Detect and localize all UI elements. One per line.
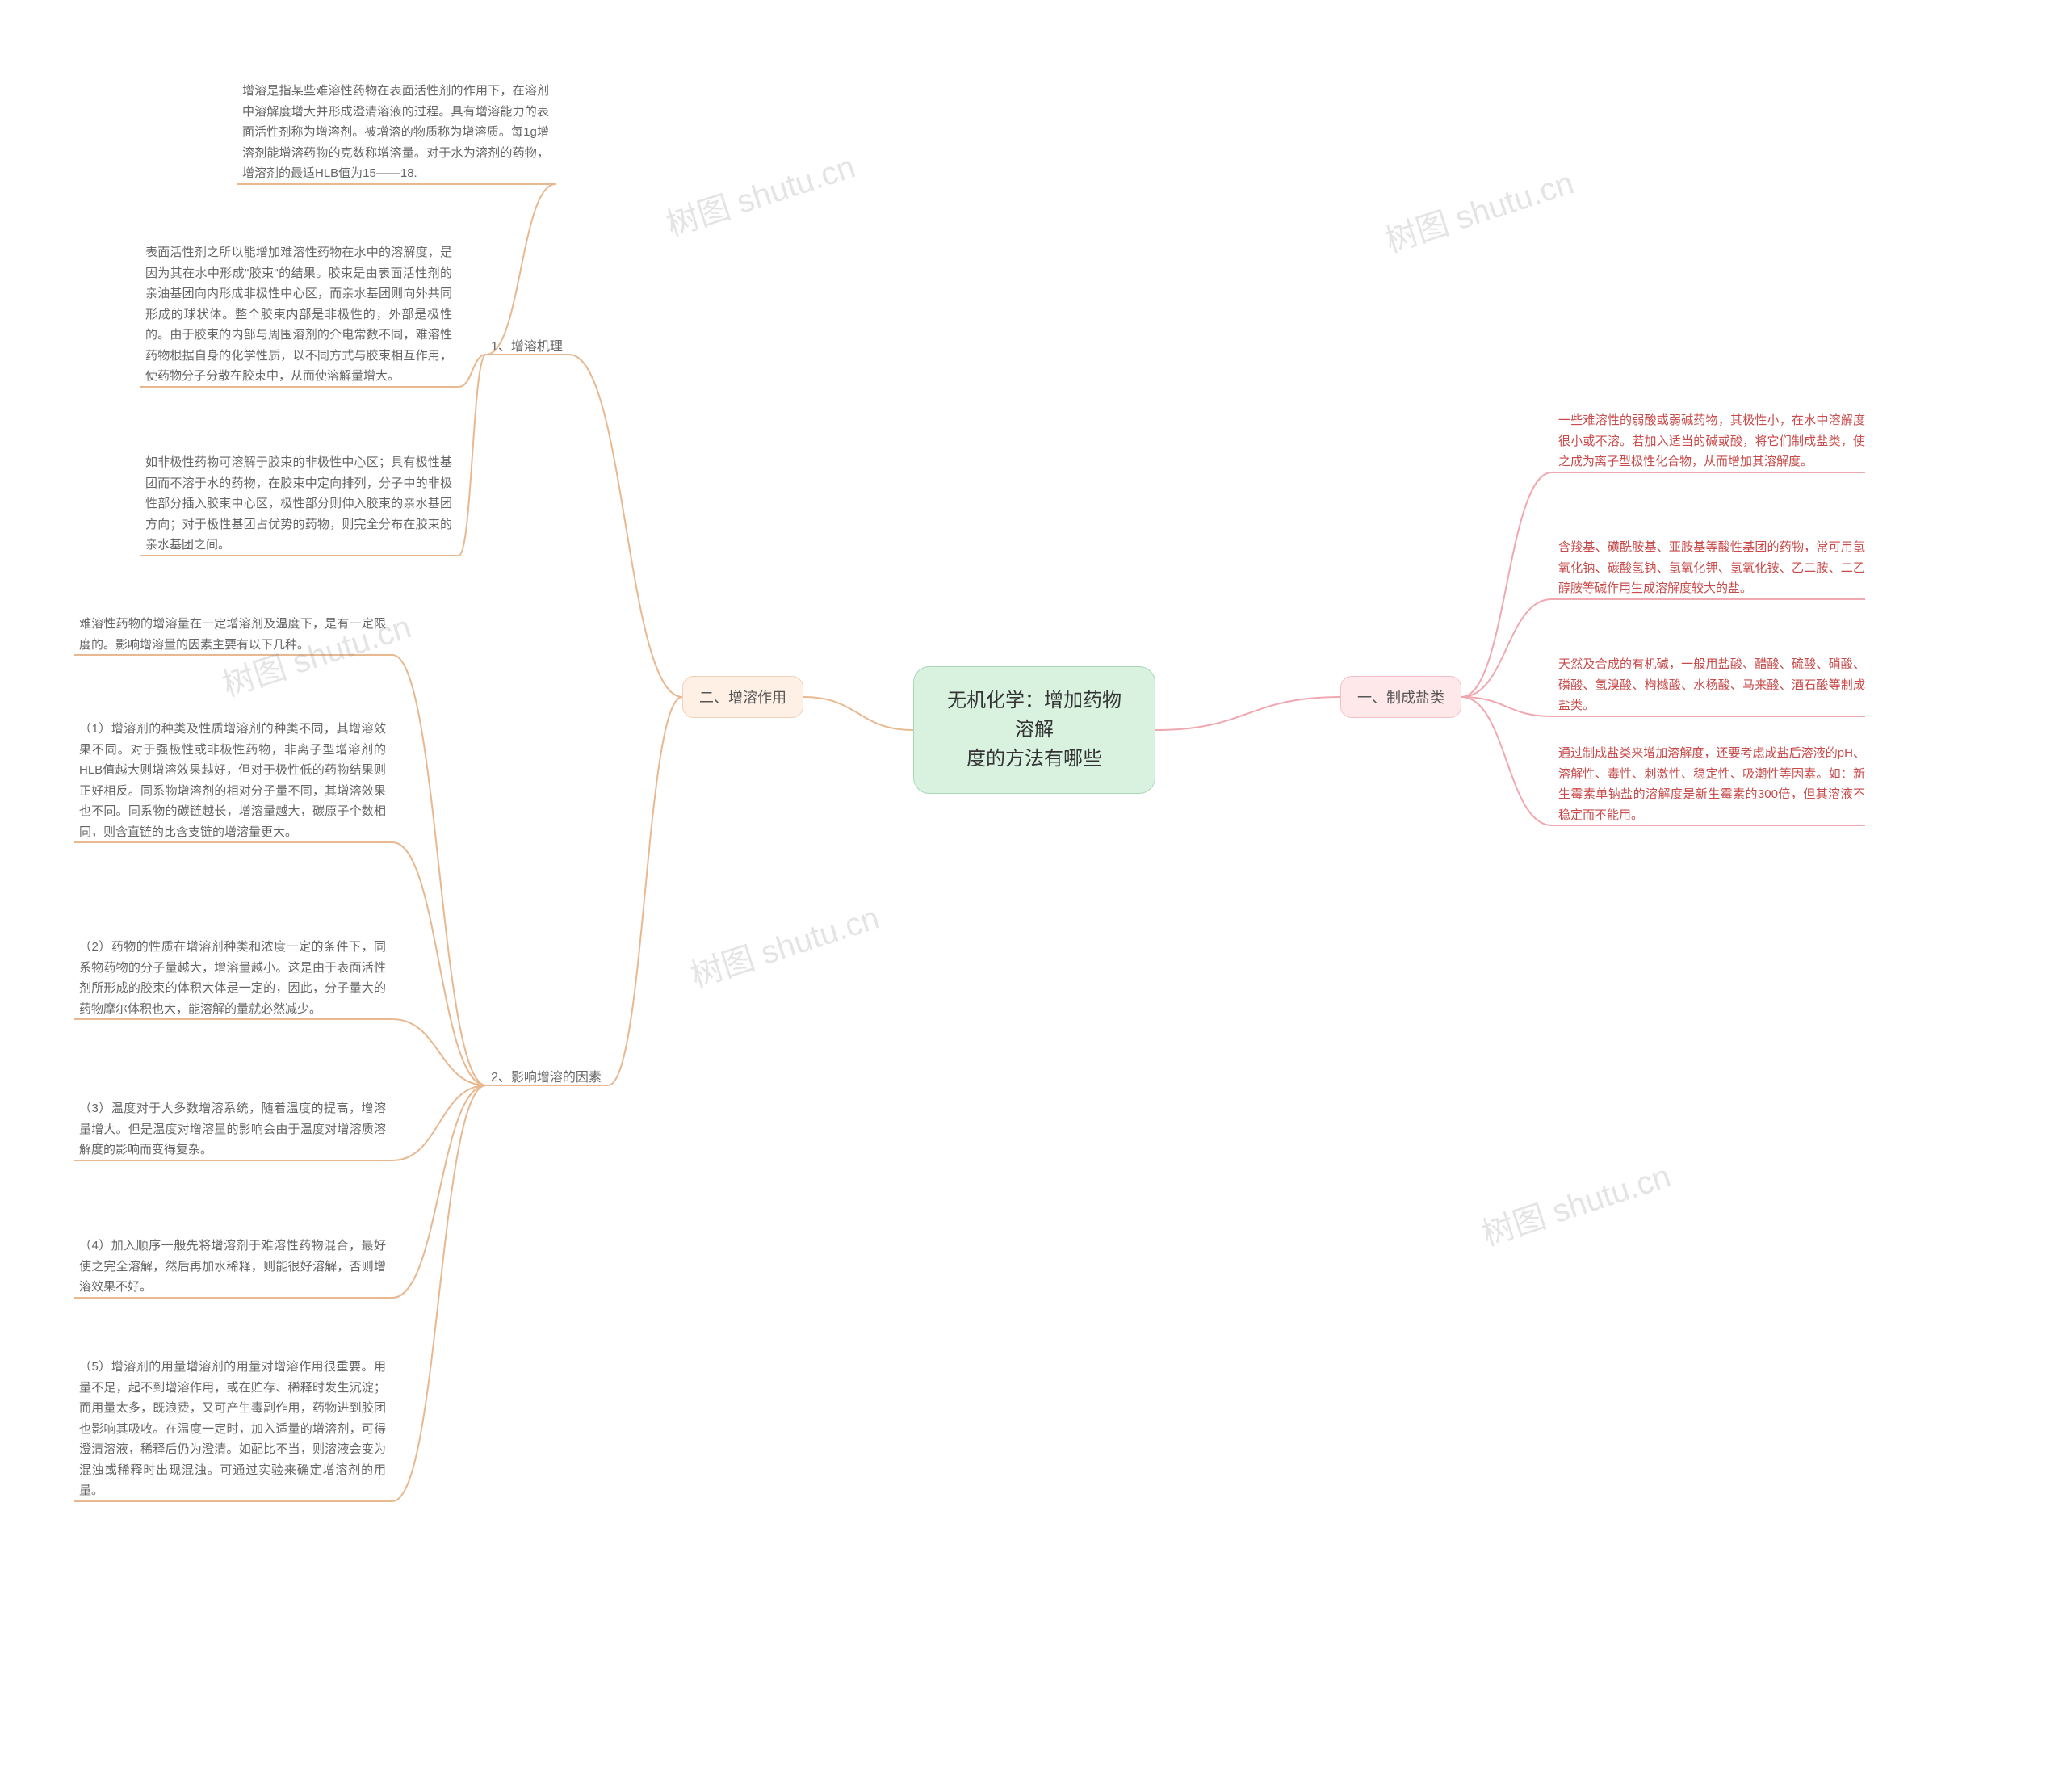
center-node: 无机化学：增加药物溶解 度的方法有哪些 xyxy=(913,666,1155,794)
right-leaf-2: 天然及合成的有机碱，一般用盐酸、醋酸、硫酸、硝酸、磷酸、氢溴酸、枸橼酸、水杨酸、… xyxy=(1558,654,1865,716)
right-branch-label: 一、制成盐类 xyxy=(1357,690,1444,706)
left2-leaf-0: 难溶性药物的增溶量在一定增溶剂及温度下，是有一定限度的。影响增溶量的因素主要有以… xyxy=(79,614,386,655)
left-branch-label: 二、增溶作用 xyxy=(699,690,786,706)
left2-leaf-5: （5）增溶剂的用量增溶剂的用量对增溶作用很重要。用量不足，起不到增溶作用，或在贮… xyxy=(79,1357,386,1501)
right-branch: 一、制成盐类 xyxy=(1340,676,1461,718)
watermark-text: 树图 shutu.cn xyxy=(1378,157,1579,262)
left2-leaf-4: （4）加入顺序一般先将增溶剂于难溶性药物混合，最好使之完全溶解，然后再加水稀释，… xyxy=(79,1236,386,1298)
left1-leaf-0: 增溶是指某些难溶性药物在表面活性剂的作用下，在溶剂中溶解度增大并形成澄清溶液的过… xyxy=(242,81,549,184)
center-title-1: 无机化学：增加药物溶解 xyxy=(947,690,1122,741)
right-leaf-3: 通过制成盐类来增加溶解度，还要考虑成盐后溶液的pH、溶解性、毒性、刺激性、稳定性… xyxy=(1558,743,1865,825)
left2-leaf-1: （1）增溶剂的种类及性质增溶剂的种类不同，其增溶效果不同。对于强极性或非极性药物… xyxy=(79,719,386,842)
right-leaf-0: 一些难溶性的弱酸或弱碱药物，其极性小，在水中溶解度很小或不溶。若加入适当的碱或酸… xyxy=(1558,410,1865,472)
right-leaf-1: 含羧基、磺酰胺基、亚胺基等酸性基团的药物，常可用氢氧化钠、碳酸氢钠、氢氧化钾、氢… xyxy=(1558,537,1865,599)
watermark-text: 树图 shutu.cn xyxy=(660,141,860,246)
left2-leaf-3: （3）温度对于大多数增溶系统，随着温度的提高，增溶量增大。但是温度对增溶量的影响… xyxy=(79,1098,386,1160)
left-sub-2: 2、影响增溶的因素 xyxy=(491,1066,602,1085)
center-title-2: 度的方法有哪些 xyxy=(966,748,1102,770)
left-branch: 二、增溶作用 xyxy=(682,676,803,718)
left2-leaf-2: （2）药物的性质在增溶剂种类和浓度一定的条件下，同系物药物的分子量越大，增溶量越… xyxy=(79,937,386,1019)
left1-leaf-1: 表面活性剂之所以能增加难溶性药物在水中的溶解度，是因为其在水中形成"胶束"的结果… xyxy=(145,242,452,387)
watermark-text: 树图 shutu.cn xyxy=(684,892,884,997)
left-sub-1: 1、增溶机理 xyxy=(491,335,563,355)
watermark-text: 树图 shutu.cn xyxy=(1475,1150,1675,1255)
left1-leaf-2: 如非极性药物可溶解于胶束的非极性中心区；具有极性基团而不溶于水的药物，在胶束中定… xyxy=(145,452,452,556)
